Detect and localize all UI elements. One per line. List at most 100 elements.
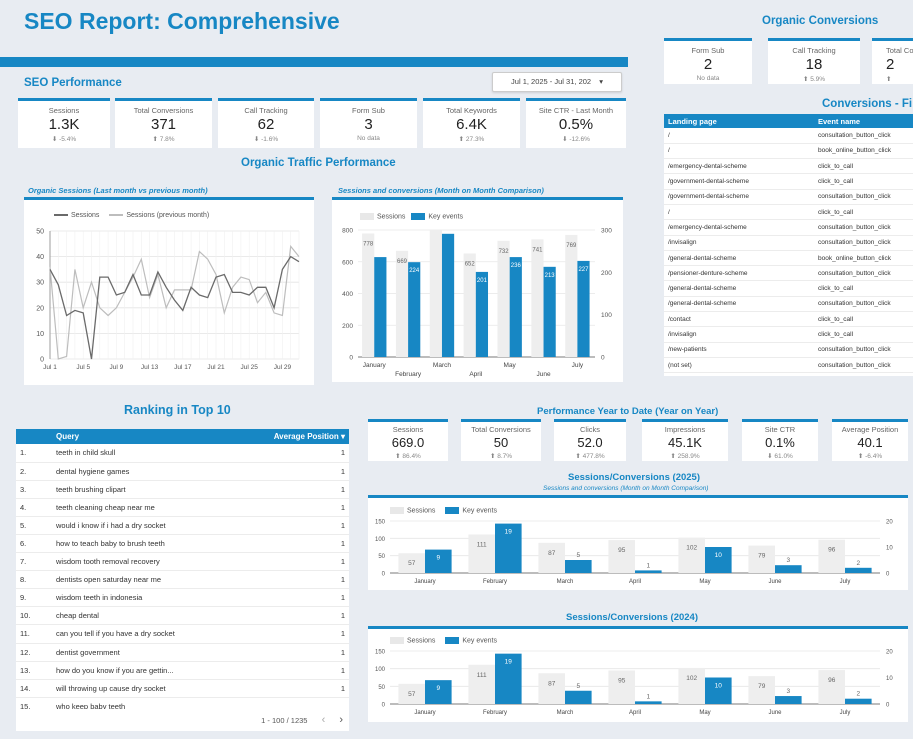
table-row[interactable]: / consultation_button_click [664,128,913,144]
table-row[interactable]: /government-dental-scheme click_to_call [664,173,913,190]
table-row[interactable]: 4. teeth cleaning cheap near me 1 [16,498,349,517]
chart-legend: Sessions Key events [390,637,497,644]
y-tick-label-right: 0 [886,703,890,709]
scorecard-value: 0.5% [558,116,594,133]
table-row[interactable]: 6. how to teach baby to brush teeth 1 [16,534,349,554]
chevron-left-icon[interactable]: ‹ [321,714,326,726]
data-label-key-events: 9 [436,555,440,562]
ranking-table: Query Average Position ▾ 1. teeth in chil… [16,429,349,709]
table-row[interactable]: /invisalign click_to_call [664,326,913,343]
scorecard-delta: -1.6% [261,136,279,143]
table-row[interactable]: 10. cheap dental 1 [16,606,349,626]
query-cell: would i know if i had a dry socket [52,516,239,535]
bar-sessions [468,664,495,704]
average-position-cell: 1 [239,661,349,680]
table-row[interactable]: / click_to_call [664,204,913,221]
legend-label: Sessions [407,507,436,515]
ranking-table-scroll[interactable]: Query Average Position ▾ 1. teeth in chil… [16,429,349,709]
bar-sessions [678,537,705,573]
scorecard-value: 371 [150,116,177,133]
table-row[interactable]: /general-dental-scheme consultation_butto… [664,296,913,313]
series-line-sessions [49,255,300,360]
landing-page-cell: / [664,143,814,160]
legend-swatch [445,507,460,514]
data-label-key-events: 236 [511,263,522,269]
chevron-right-icon[interactable]: › [339,714,343,726]
scorecard-value: 18 [805,56,823,73]
average-position-cell: 1 [239,534,349,554]
table-row[interactable]: 9. wisdom teeth in indonesia 1 [16,588,349,608]
column-header-event-name[interactable]: Event name [814,114,913,128]
table-row[interactable]: /general-dental-scheme click_to_call [664,280,913,297]
bar-key-events [775,565,802,573]
page-title: SEO Report: Comprehensive [24,8,340,34]
table-row[interactable]: /pensioner-denture-scheme consultation_bu… [664,265,913,282]
y-tick-label-right: 200 [601,270,612,277]
data-label-sessions: 778 [363,241,374,247]
row-index: 1. [16,444,52,463]
scorecard-value: 62 [257,116,275,133]
y-tick-label-right: 10 [886,676,893,682]
table-row[interactable]: 13. how do you know if you are gettin... 1 [16,661,349,680]
conversions-table-heading: Conversions - Fi [822,98,913,110]
table-row[interactable]: 5. would i know if i had a dry socket 1 [16,516,349,535]
table-row[interactable]: /government-dental-scheme consultation_bu… [664,189,913,205]
legend-label: Sessions [71,212,100,219]
table-row[interactable]: /emergency-dental-scheme click_to_call [664,158,913,175]
column-header-query[interactable]: Query [52,429,239,444]
query-cell: wisdom teeth in indonesia [52,588,239,608]
bar-key-events [845,567,872,573]
table-row[interactable]: /contact click_to_call [664,311,913,328]
date-range-picker[interactable]: Jul 1, 2025 - Jul 31, 202 ▾ [492,72,622,92]
table-row[interactable]: 3. teeth brushing clipart 1 [16,480,349,499]
column-header-landing-page[interactable]: Landing page [664,114,814,128]
table-row[interactable]: / book_online_button_click [664,143,913,160]
trend-up-icon: ⬆ [670,453,676,460]
table-row[interactable]: 8. dentists open saturday near me 1 [16,570,349,590]
chart-title: Sessions/Conversions (2024) [566,612,698,623]
bar-key-events [577,260,590,357]
data-label-key-events: 227 [578,267,589,273]
bar-sessions [538,673,565,704]
scorecard-delta: 477.8% [582,453,605,460]
x-tick-label: January [414,710,435,716]
x-tick-label: Jul 13 [141,364,159,371]
table-row[interactable]: 14. will throwing up cause dry socket 1 [16,679,349,698]
trend-down-icon: ⬇ [51,136,58,143]
row-index: 2. [16,462,52,481]
table-row[interactable]: /new-patients consultation_button_click [664,342,913,358]
table-row[interactable]: /emergency-dental-scheme consultation_but… [664,219,913,236]
column-header-average-position[interactable]: Average Position ▾ [239,429,349,444]
table-row[interactable]: /general-dental-scheme book_online_button… [664,250,913,267]
table-row[interactable]: /invisalign consultation_button_click [664,235,913,251]
table-row[interactable]: (not set) consultation_button_click [664,357,913,374]
bar-sessions [748,676,775,704]
table-row[interactable]: 7. wisdom tooth removal recovery 1 [16,552,349,572]
scorecard-label: Total Co [886,46,913,55]
scorecard-delta: -6.4% [865,453,883,460]
query-cell: who keep baby teeth [52,697,239,709]
landing-page-cell: /general-dental-scheme [664,280,814,297]
row-index: 8. [16,570,52,590]
legend-label: Key events [428,213,463,221]
table-row[interactable]: 2. dental hygiene games 1 [16,462,349,481]
bar-key-events [565,690,592,704]
x-tick-label: Jul 5 [76,364,90,371]
query-cell: how do you know if you are gettin... [52,661,239,680]
y-tick-label-right: 0 [886,572,890,578]
x-tick-label: April [469,371,483,378]
conversions-table-body: / consultation_button_click / book_online_b… [664,128,913,374]
table-row[interactable]: 15. who keep baby teeth [16,697,349,709]
table-row[interactable]: 11. can you tell if you have a dry socket… [16,624,349,644]
chart-subtitle: Sessions and conversions (Month on Month… [543,485,709,492]
data-label-key-events: 5 [576,552,580,559]
scorecard-value: 52.0 [577,435,603,450]
legend-swatch [390,637,404,644]
table-row[interactable]: 12. dentist government 1 [16,643,349,662]
table-row[interactable]: 1. teeth in child skull 1 [16,444,349,463]
organic-traffic-heading: Organic Traffic Performance [241,157,396,169]
legend-label: Key events [462,637,497,645]
scorecard-value: 6.4K [456,116,487,133]
pagination-range: 1 - 100 / 1235 [261,716,308,725]
